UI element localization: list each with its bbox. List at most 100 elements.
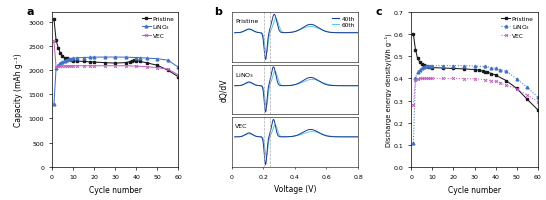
LiNO$_3$ xyxy=(423,66,429,68)
LiNO$_3$ xyxy=(492,68,499,70)
Pristine xyxy=(68,60,74,62)
LiNO$_3$ xyxy=(412,78,419,80)
LiNO$_3$ xyxy=(425,66,431,68)
Pristine xyxy=(137,61,144,63)
VEC xyxy=(55,66,62,68)
VEC xyxy=(61,65,68,68)
LiNO$_3$ xyxy=(74,57,80,60)
LiNO$_3$ xyxy=(164,60,171,62)
VEC xyxy=(450,78,456,80)
LiNO$_3$ xyxy=(524,87,531,89)
Legend: Pristine, LiNO$_3$, VEC: Pristine, LiNO$_3$, VEC xyxy=(141,16,175,40)
LiNO$_3$ xyxy=(91,57,97,59)
VEC xyxy=(122,65,129,68)
Pristine xyxy=(87,61,93,64)
VEC xyxy=(488,80,495,82)
VEC xyxy=(496,82,503,85)
Line: VEC: VEC xyxy=(412,78,539,107)
Pristine xyxy=(480,71,486,73)
Pristine xyxy=(535,109,541,111)
Pristine xyxy=(102,62,108,64)
Pristine xyxy=(476,70,482,72)
Pristine xyxy=(524,99,531,101)
Pristine xyxy=(419,63,425,65)
Pristine xyxy=(133,60,140,63)
VEC xyxy=(144,66,150,69)
Legend: 40th, 60th: 40th, 60th xyxy=(332,16,355,28)
VEC xyxy=(513,88,520,91)
LiNO$_3$ xyxy=(175,67,182,69)
VEC xyxy=(461,78,467,80)
LiNO$_3$ xyxy=(427,65,434,68)
Pristine xyxy=(429,67,436,69)
Pristine xyxy=(471,69,478,71)
LiNO$_3$ xyxy=(144,58,150,60)
Pristine xyxy=(488,73,495,75)
LiNO$_3$ xyxy=(133,57,140,59)
VEC xyxy=(57,65,63,68)
Pristine xyxy=(51,19,57,21)
LiNO$_3$ xyxy=(410,142,417,144)
Pristine xyxy=(55,47,62,50)
Pristine xyxy=(154,65,161,67)
LiNO$_3$ xyxy=(112,57,118,59)
VEC xyxy=(51,41,57,43)
LiNO$_3$ xyxy=(63,59,70,62)
Legend: Pristine, LiNO$_3$, VEC: Pristine, LiNO$_3$, VEC xyxy=(500,16,535,40)
LiNO$_3$ xyxy=(137,57,144,60)
VEC xyxy=(410,104,417,107)
LiNO$_3$ xyxy=(414,71,421,74)
VEC xyxy=(133,66,140,68)
LiNO$_3$ xyxy=(488,67,495,69)
VEC xyxy=(53,67,60,69)
LiNO$_3$ xyxy=(429,65,436,68)
Line: LiNO$_3$: LiNO$_3$ xyxy=(52,56,180,106)
LiNO$_3$ xyxy=(59,61,66,64)
VEC xyxy=(102,65,108,68)
LiNO$_3$ xyxy=(471,65,478,68)
VEC xyxy=(164,69,171,71)
VEC xyxy=(420,78,427,80)
Pristine xyxy=(427,67,434,69)
LiNO$_3$ xyxy=(122,57,129,59)
LiNO$_3$ xyxy=(440,65,446,67)
Pristine xyxy=(420,65,427,67)
X-axis label: Cycle number: Cycle number xyxy=(448,185,501,194)
Pristine xyxy=(461,68,467,71)
VEC xyxy=(87,65,93,68)
LiNO$_3$ xyxy=(51,103,57,106)
Pristine xyxy=(80,61,87,63)
LiNO$_3$ xyxy=(66,59,72,61)
VEC xyxy=(425,78,431,80)
Pristine xyxy=(492,74,499,77)
Text: LiNO$_3$: LiNO$_3$ xyxy=(235,71,254,80)
LiNO$_3$ xyxy=(461,65,467,68)
Text: Pristine: Pristine xyxy=(235,19,259,24)
Pristine xyxy=(450,68,456,70)
VEC xyxy=(524,94,531,97)
Text: b: b xyxy=(214,7,222,17)
VEC xyxy=(414,78,421,81)
Line: Pristine: Pristine xyxy=(52,19,180,79)
Y-axis label: dQ/dV: dQ/dV xyxy=(220,78,229,102)
Pristine xyxy=(425,66,431,69)
Line: LiNO$_3$: LiNO$_3$ xyxy=(412,65,539,144)
VEC xyxy=(63,65,70,68)
VEC xyxy=(429,78,436,80)
Pristine xyxy=(91,62,97,64)
Pristine xyxy=(503,80,509,82)
Pristine xyxy=(484,72,490,74)
Line: VEC: VEC xyxy=(52,40,180,77)
LiNO$_3$ xyxy=(419,67,425,70)
LiNO$_3$ xyxy=(80,57,87,59)
Y-axis label: Capacity (mAh g⁻¹): Capacity (mAh g⁻¹) xyxy=(14,53,23,127)
VEC xyxy=(427,78,434,80)
LiNO$_3$ xyxy=(68,58,74,61)
VEC xyxy=(112,65,118,68)
Pristine xyxy=(414,58,421,60)
Pristine xyxy=(59,55,66,58)
LiNO$_3$ xyxy=(513,78,520,81)
LiNO$_3$ xyxy=(450,65,456,67)
VEC xyxy=(80,65,87,68)
Pristine xyxy=(410,34,417,36)
